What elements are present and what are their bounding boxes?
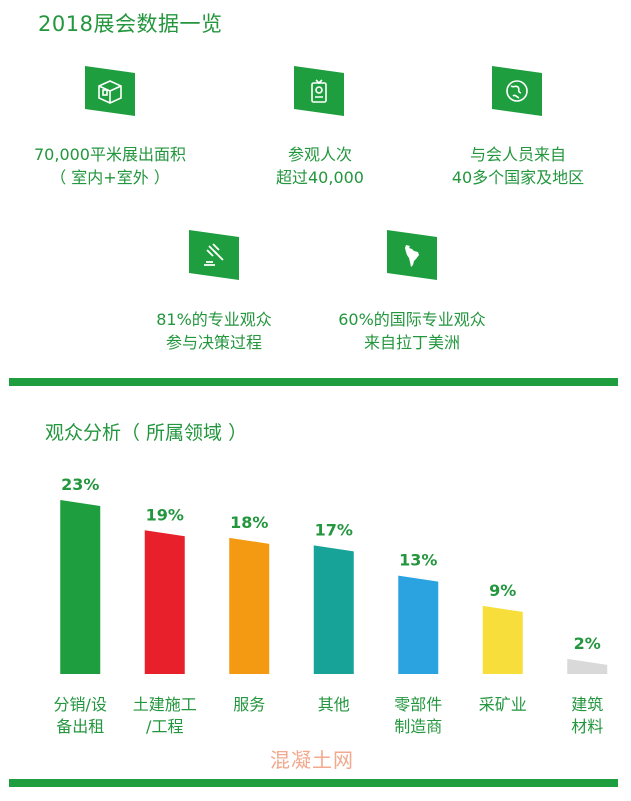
- stat-5-line2: 来自拉丁美洲: [363, 333, 460, 352]
- stat-3-line1: 与会人员来自: [469, 145, 566, 164]
- stat-4-line2: 参与决策过程: [165, 333, 262, 352]
- value-label-5: 13%: [399, 551, 437, 570]
- category-label-line: 备出租: [56, 717, 105, 736]
- section-title: 观众分析（ 所属领域 ）: [45, 422, 248, 444]
- category-label-6: 采矿业: [458, 694, 548, 716]
- stat-1-line2: （ 室内+室外 ）: [50, 168, 170, 187]
- value-label-3: 18%: [230, 513, 268, 532]
- bar-2: [144, 530, 185, 674]
- bar-1: [60, 500, 101, 674]
- category-label-7: 建筑 材料: [542, 694, 631, 738]
- stat-2-line1: 参观人次: [287, 145, 352, 164]
- category-label-line: 零部件: [394, 695, 443, 714]
- category-label-4: 其他: [289, 694, 379, 716]
- id-badge-icon: [294, 66, 344, 116]
- stat-4-line1: 81%的专业观众: [156, 310, 272, 329]
- value-label-6: 9%: [489, 581, 516, 600]
- south-america-map-icon: [387, 230, 437, 280]
- stat-3: 与会人员来自 40多个国家及地区: [418, 143, 618, 189]
- bar-7: [567, 658, 608, 674]
- category-label-line: 其他: [317, 695, 350, 714]
- stat-2: 参观人次 超过40,000: [220, 143, 420, 189]
- category-label-line: 分销/设: [53, 695, 107, 714]
- category-label-line: 采矿业: [478, 695, 527, 714]
- stat-1-line1: 70,000平米展出面积: [34, 145, 186, 164]
- category-label-line: /工程: [146, 717, 184, 736]
- gavel-icon: [189, 230, 239, 280]
- category-label-line: 建筑: [571, 695, 604, 714]
- category-label-1: 分销/设备出租: [35, 694, 125, 738]
- stat-5: 60%的国际专业观众 来自拉丁美洲: [312, 308, 512, 354]
- page-title: 2018展会数据一览: [38, 12, 223, 36]
- value-label-4: 17%: [315, 520, 353, 539]
- category-label-line: 制造商: [394, 717, 443, 736]
- value-label-7: 2%: [574, 634, 601, 653]
- category-label-5: 零部件 制造商: [373, 694, 463, 738]
- stat-2-line2: 超过40,000: [276, 168, 364, 187]
- category-label-line: 土建施工: [132, 695, 197, 714]
- category-label-3: 服务: [204, 694, 294, 716]
- section-divider: [9, 378, 618, 386]
- bar-3: [229, 537, 270, 674]
- value-label-1: 23%: [61, 475, 99, 494]
- category-label-2: 土建施工/工程: [120, 694, 210, 738]
- bar-4: [313, 545, 354, 674]
- bar-5: [398, 575, 439, 674]
- bar-chart: 23% 19% 18% 17% 13% 9% 2%: [60, 475, 608, 674]
- category-label-line: 服务: [233, 695, 266, 714]
- stat-1: 70,000平米展出面积 （ 室内+室外 ）: [10, 143, 210, 189]
- stat-4: 81%的专业观众 参与决策过程: [114, 308, 314, 354]
- bar-6: [482, 605, 523, 674]
- bottom-divider: [9, 779, 618, 787]
- category-label-line: 材料: [571, 717, 604, 736]
- stat-3-line2: 40多个国家及地区: [451, 168, 585, 187]
- watermark: 混凝土网: [270, 748, 354, 772]
- stat-5-line1: 60%的国际专业观众: [338, 310, 486, 329]
- globe-icon: [492, 66, 542, 116]
- value-label-2: 19%: [146, 505, 184, 524]
- floor-plan-icon: [85, 66, 135, 116]
